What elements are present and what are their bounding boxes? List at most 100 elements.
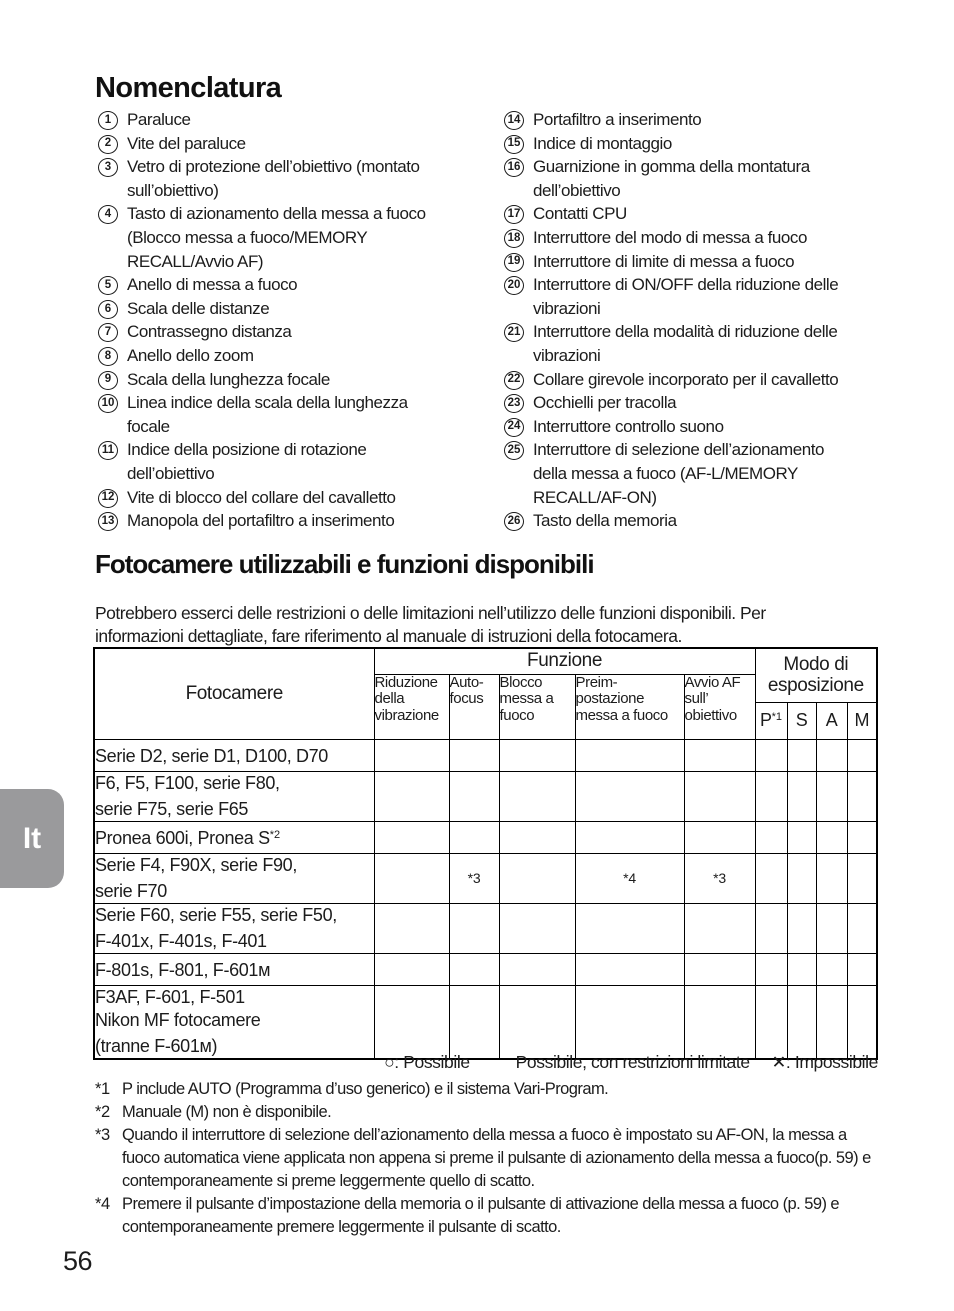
function-cell (498, 738, 576, 772)
item-text: Contatti CPU (533, 204, 627, 224)
header-mode-s: S (786, 701, 817, 740)
page-number: 56 (63, 1246, 93, 1276)
function-cell (498, 820, 576, 854)
footnote-text: Quando il interruttore di selezione dell… (122, 1126, 871, 1190)
function-cell (754, 738, 788, 772)
item-number-badge: 16 (504, 158, 524, 178)
list-item: 5 Anello di messa a fuoco (95, 273, 501, 297)
function-cell (373, 820, 450, 854)
function-cell (448, 984, 500, 1059)
item-number-badge: 9 (98, 370, 118, 390)
camera-name-cell: Serie D2, serie D1, D100, D70 (93, 738, 375, 772)
footnote-text: P include AUTO (Programma d’uso generico… (122, 1080, 609, 1098)
item-text: Vite di blocco del collare del cavallett… (127, 487, 396, 507)
function-cell (786, 820, 817, 854)
function-cell (498, 770, 576, 822)
camera-name-cell: F3AF, F-601, F-501 Nikon MF fotocamere (… (93, 984, 375, 1059)
function-cell (373, 738, 450, 772)
camera-name-cell: Serie F4, F90X, serie F90, serie F70 (93, 852, 375, 904)
cameras-section-title: Fotocamere utilizzabili e funzioni dispo… (95, 549, 595, 579)
function-cell (574, 984, 685, 1059)
item-number-badge: 21 (504, 323, 524, 343)
function-cell (373, 952, 450, 986)
list-item: 3 Vetro di protezione dell’obiettivo (mon… (95, 155, 501, 202)
function-cell (754, 952, 788, 986)
item-number-badge: 6 (98, 299, 118, 319)
function-cell (498, 984, 576, 1059)
nomenclature-title: Nomenclatura (95, 72, 282, 104)
list-item: 17 Contatti CPU (501, 202, 878, 226)
table-row: Serie F60, serie F55, serie F50, F-401x,… (93, 902, 878, 954)
function-cell (846, 738, 878, 772)
function-cell (815, 738, 848, 772)
footnote: *4 Premere il pulsante d’impostazione de… (95, 1193, 885, 1239)
camera-name: F6, F5, F100, serie F80, serie F75, seri… (95, 772, 280, 819)
item-text: Anello dello zoom (127, 345, 254, 365)
item-number-badge: 11 (98, 441, 118, 461)
item-text: Manopola del portafiltro a inserimento (127, 511, 395, 531)
list-item: 20 Interruttore di ON/OFF della riduzione… (501, 273, 878, 320)
nomenclature-column-left: 1 Paraluce 2 Vite del paraluce 3 Vetro di p… (95, 108, 501, 533)
list-item: 2 Vite del paraluce (95, 132, 501, 156)
footnote-marker: *4 (95, 1195, 110, 1213)
function-cell (683, 902, 756, 954)
item-number-badge: 8 (98, 346, 118, 366)
item-text: Collare girevole incorporato per il cava… (533, 369, 839, 389)
item-number-badge: 7 (98, 323, 118, 343)
function-cell (574, 820, 685, 854)
item-number-badge: 15 (504, 134, 524, 154)
item-text: Indice di montaggio (533, 133, 672, 153)
item-text: Scala delle distanze (127, 298, 270, 318)
footnote-marker: *2 (95, 1103, 110, 1121)
function-cell (815, 984, 848, 1059)
function-cell (846, 820, 878, 854)
legend-possible: ○: Possibile (384, 1052, 470, 1072)
function-cell (815, 902, 848, 954)
camera-name: F-801s, F-801, F-601ᴍ (95, 960, 271, 980)
list-item: 10 Linea indice della scala della lunghez… (95, 391, 501, 438)
mode-p-footnote-ref: *1 (771, 711, 783, 723)
header-fotocamere: Fotocamere (93, 647, 375, 740)
list-item: 13 Manopola del portafiltro a inserimento (95, 509, 501, 533)
table-row: Serie F4, F90X, serie F90, serie F70 *3 … (93, 852, 878, 904)
item-text: Scala della lunghezza focale (127, 369, 330, 389)
item-text: Portafiltro a inserimento (533, 110, 702, 129)
table-row: F3AF, F-601, F-501 Nikon MF fotocamere (… (93, 984, 878, 1059)
list-item: 15 Indice di montaggio (501, 132, 878, 156)
list-item: 26 Tasto della memoria (501, 509, 878, 533)
list-item: 7 Contrassegno distanza (95, 320, 501, 344)
header-modo-esposizione-label: Modo di esposizione (767, 654, 864, 697)
function-cell (754, 902, 788, 954)
function-cell (574, 902, 685, 954)
function-cell (846, 852, 878, 904)
footnote: *1 P include AUTO (Programma d’uso gener… (95, 1078, 885, 1101)
function-cell (683, 738, 756, 772)
list-item: 23 Occhielli per tracolla (501, 391, 878, 415)
item-number-badge: 4 (98, 205, 118, 225)
table-row: Pronea 600i, Pronea S*2 (93, 820, 878, 854)
item-text: Interruttore di limite di messa a fuoco (533, 251, 795, 271)
list-item: 22 Collare girevole incorporato per il ca… (501, 368, 878, 392)
item-number-badge: 25 (504, 441, 524, 461)
function-cell (574, 770, 685, 822)
function-cell (448, 952, 500, 986)
item-number-badge: 22 (504, 370, 524, 390)
item-number-badge: 13 (98, 512, 118, 532)
list-item: 24 Interruttore controllo suono (501, 415, 878, 439)
camera-name-cell: Pronea 600i, Pronea S*2 (93, 820, 375, 854)
item-text: Occhielli per tracolla (533, 393, 677, 413)
function-cell (498, 952, 576, 986)
function-cell (786, 952, 817, 986)
header-autofocus: Auto- focus (448, 673, 500, 740)
function-cell (754, 820, 788, 854)
list-item: 19 Interruttore di limite di messa a fuoc… (501, 250, 878, 274)
function-cell (815, 952, 848, 986)
function-cell (846, 902, 878, 954)
item-number-badge: 26 (504, 512, 524, 532)
list-item: 16 Guarnizione in gomma della montatura d… (501, 155, 878, 202)
item-text: Interruttore di selezione dell’azionamen… (533, 440, 825, 507)
item-number-badge: 19 (504, 252, 524, 272)
list-item: 12 Vite di blocco del collare del cavalle… (95, 486, 501, 510)
list-item: 25 Interruttore di selezione dell’azionam… (501, 438, 878, 509)
header-blocco-messa-fuoco: Blocco messa a fuoco (498, 673, 576, 740)
